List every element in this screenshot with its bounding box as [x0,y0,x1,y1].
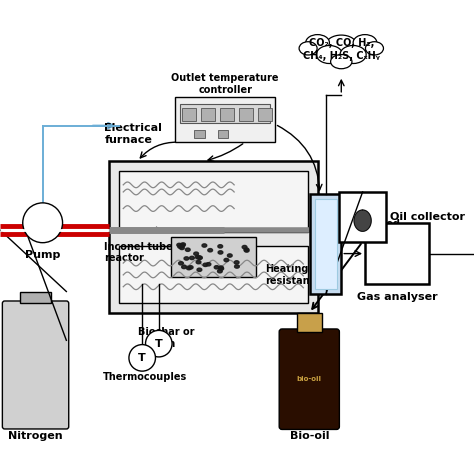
Bar [182,108,196,121]
Ellipse shape [316,46,342,64]
Ellipse shape [208,248,212,252]
Text: Biochar or
ash: Biochar or ash [137,327,194,349]
Text: Ice-cooled
condenser: Ice-cooled condenser [344,219,401,241]
Bar [297,313,321,332]
Ellipse shape [228,254,232,257]
Ellipse shape [184,257,189,260]
Ellipse shape [234,261,239,264]
Ellipse shape [244,248,249,251]
Ellipse shape [219,267,224,270]
Text: Gas analyser: Gas analyser [356,292,438,301]
Ellipse shape [224,258,229,262]
Bar [118,246,308,303]
Circle shape [129,345,155,371]
Bar [118,171,308,232]
Bar [239,108,253,121]
Bar [220,108,234,121]
Ellipse shape [185,248,190,251]
Ellipse shape [218,245,223,248]
Text: Electrical
furnace: Electrical furnace [104,123,162,145]
Bar [365,223,429,284]
Ellipse shape [197,256,202,259]
Ellipse shape [202,244,207,247]
Ellipse shape [196,261,201,264]
Text: Oil collector: Oil collector [390,212,465,222]
Bar [315,199,337,289]
Polygon shape [354,210,371,231]
Bar [339,192,386,242]
Text: Pump: Pump [25,250,60,260]
Text: T: T [138,353,146,363]
Ellipse shape [219,266,223,269]
Ellipse shape [198,256,202,259]
Ellipse shape [197,268,202,272]
Ellipse shape [186,266,191,270]
Ellipse shape [194,252,199,255]
Bar [20,292,51,303]
Text: Nitrogen: Nitrogen [8,431,63,441]
FancyBboxPatch shape [279,329,339,429]
Ellipse shape [177,243,182,246]
Text: Heating
resistance: Heating resistance [265,264,322,286]
Ellipse shape [244,249,249,252]
Text: bio-oil: bio-oil [297,376,322,382]
Ellipse shape [181,243,185,246]
Ellipse shape [190,256,194,260]
Circle shape [146,330,172,357]
Bar [258,108,272,121]
Text: Outlet temperature
controller: Outlet temperature controller [172,73,279,95]
Ellipse shape [340,46,366,64]
Ellipse shape [330,55,352,69]
Bar [171,237,256,277]
Ellipse shape [299,42,317,55]
Ellipse shape [178,245,182,248]
Text: T: T [155,338,163,349]
Ellipse shape [326,35,356,55]
Ellipse shape [365,42,383,55]
FancyBboxPatch shape [2,301,69,429]
Text: Thermocouples: Thermocouples [102,372,187,382]
Bar [109,161,318,313]
Ellipse shape [195,255,200,259]
Bar [201,108,215,121]
Text: Inconel tube
reactor: Inconel tube reactor [104,242,173,264]
Ellipse shape [218,251,223,254]
Bar [194,130,205,138]
Ellipse shape [188,265,193,269]
Ellipse shape [180,244,185,247]
Text: CO₂, CO, H₂,
CH₄, H₂S, CₓHᵧ: CO₂, CO, H₂, CH₄, H₂S, CₓHᵧ [303,38,380,61]
Ellipse shape [182,265,186,269]
Ellipse shape [235,265,239,268]
Ellipse shape [203,263,208,266]
Bar [218,130,228,138]
Text: Bio-oil: Bio-oil [290,431,329,441]
Bar [310,194,341,294]
Ellipse shape [206,263,211,266]
Ellipse shape [180,246,184,250]
Ellipse shape [353,35,377,51]
Circle shape [23,203,63,243]
Ellipse shape [306,35,329,51]
Ellipse shape [218,270,222,273]
Ellipse shape [214,265,219,269]
Ellipse shape [242,246,247,249]
Bar [180,104,270,123]
Ellipse shape [179,262,183,265]
Bar [175,97,275,142]
